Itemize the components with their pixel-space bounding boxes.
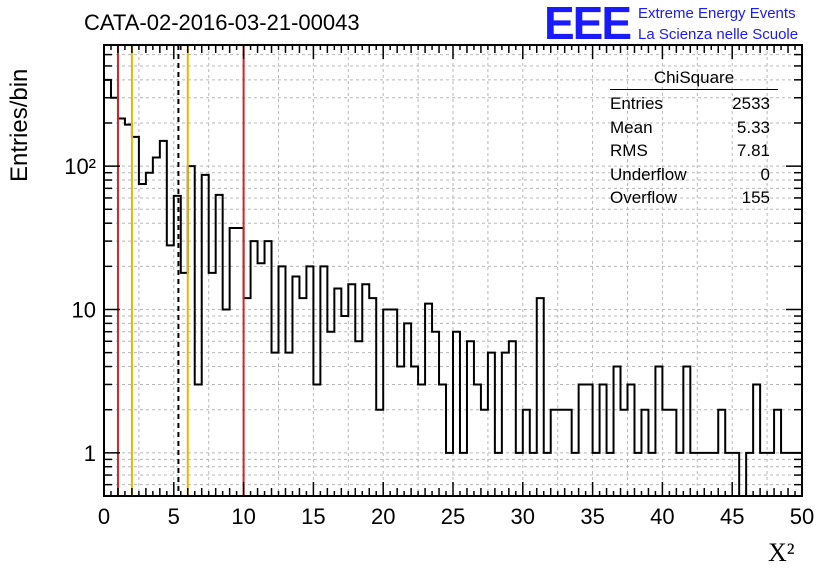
x-tick-label: 0 bbox=[98, 504, 110, 529]
x-tick-label: 40 bbox=[650, 504, 674, 529]
stats-box: ChiSquare Entries 2533 Mean 5.33 RMS 7.8… bbox=[610, 68, 778, 210]
x-tick-label: 5 bbox=[168, 504, 180, 529]
eee-logo: EEE Extreme Energy Events La Scienza nel… bbox=[544, 0, 834, 49]
logo-line-2: La Scienza nelle Scuole bbox=[638, 26, 799, 43]
x-tick-label: 30 bbox=[511, 504, 535, 529]
x-tick-label: 50 bbox=[790, 504, 814, 529]
x-tick-label: 10 bbox=[231, 504, 255, 529]
y-tick-label: 10² bbox=[64, 154, 96, 179]
stats-value: 7.81 bbox=[736, 141, 770, 160]
stats-row-underflow: Underflow 0 bbox=[610, 163, 778, 187]
logo-mark: EEE bbox=[544, 0, 632, 49]
stats-label: Underflow bbox=[610, 164, 687, 184]
y-tick-label: 1 bbox=[84, 441, 96, 466]
y-axis-label: Entries/bin bbox=[6, 68, 33, 182]
stats-label: Entries bbox=[610, 94, 663, 113]
stats-value: 2533 bbox=[732, 94, 770, 113]
stats-row-mean: Mean 5.33 bbox=[610, 116, 778, 140]
logo-line-1: Extreme Energy Events bbox=[638, 5, 796, 22]
x-tick-label: 35 bbox=[580, 504, 604, 529]
stats-row-entries: Entries 2533 bbox=[610, 92, 778, 116]
stats-row-overflow: Overflow 155 bbox=[610, 186, 778, 210]
stats-label: RMS bbox=[610, 141, 648, 160]
x-tick-label: 45 bbox=[720, 504, 744, 529]
stats-label: Mean bbox=[610, 117, 653, 137]
y-tick-label: 10 bbox=[72, 297, 96, 322]
stats-value: 0 bbox=[760, 164, 770, 184]
chart-title: CATA-02-2016-03-21-00043 bbox=[84, 10, 360, 35]
stats-row-rms: RMS 7.81 bbox=[610, 139, 778, 163]
x-axis-label: X² bbox=[768, 538, 795, 567]
x-tick-label: 15 bbox=[301, 504, 325, 529]
stats-value: 155 bbox=[741, 188, 770, 207]
stats-value: 5.33 bbox=[736, 117, 770, 137]
stats-title: ChiSquare bbox=[610, 68, 778, 90]
x-tick-label: 25 bbox=[441, 504, 465, 529]
x-tick-label: 20 bbox=[371, 504, 395, 529]
stats-label: Overflow bbox=[610, 188, 678, 207]
histogram-series bbox=[104, 78, 802, 497]
